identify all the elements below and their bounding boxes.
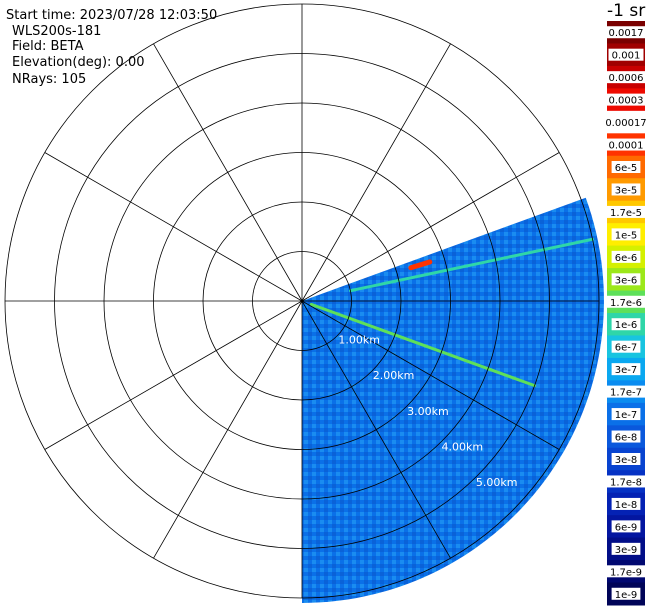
colorbar-label-bg-19 <box>611 453 641 465</box>
spoke-60deg <box>301 152 560 302</box>
colorbar-label-5: 0.0001 <box>609 141 644 152</box>
colorbar-label-13: 1e-6 <box>615 320 638 331</box>
spoke-120deg <box>301 300 560 450</box>
spoke-30deg <box>301 43 451 302</box>
colorbar-label-15: 3e-7 <box>615 365 638 376</box>
colorbar-label-6: 6e-5 <box>615 163 638 174</box>
colorbar-label-bg-8 <box>605 205 647 218</box>
colorbar-label-bg-2 <box>605 71 647 84</box>
colorbar-label-0: 0.0017 <box>609 28 644 39</box>
colorbar-label-bg-18 <box>611 430 641 443</box>
scan-sector-fill <box>302 197 604 603</box>
colorbar-label-bg-0 <box>605 26 647 39</box>
range-label-4: 4.00km <box>442 440 484 453</box>
instrument-text: WLS200s-181 <box>12 24 101 39</box>
colorbar-label-bg-10 <box>611 250 641 263</box>
colorbar-label-11: 3e-6 <box>615 275 638 286</box>
colorbar-label-bg-16 <box>605 385 647 398</box>
colorbar-label-22: 6e-9 <box>615 522 638 533</box>
colorbar-label-1: 0.001 <box>612 51 641 62</box>
colorbar-label-bg-22 <box>611 520 641 533</box>
colorbar-label-bg-13 <box>611 318 641 331</box>
echo-feature-0 <box>348 237 595 293</box>
colorbar-label-18: 6e-8 <box>615 433 638 444</box>
colorbar-label-bg-12 <box>605 295 647 308</box>
colorbar-label-19: 3e-8 <box>615 455 638 466</box>
colorbar-label-12: 1.7e-6 <box>610 298 642 309</box>
azimuth-spokes <box>5 4 599 598</box>
colorbar-label-bg-20 <box>605 475 647 488</box>
colorbar-label-bg-24 <box>605 565 647 578</box>
nrays-text: NRays: 105 <box>12 72 86 87</box>
colorbar-label-bg-3 <box>605 93 647 106</box>
spoke-240deg <box>44 300 303 450</box>
colorbar-label-14: 6e-7 <box>615 343 638 354</box>
spoke-210deg <box>153 300 303 559</box>
colorbar-label-bg-23 <box>611 542 641 555</box>
colorbar-label-bg-17 <box>611 408 641 421</box>
colorbar-label-bg-14 <box>611 340 641 353</box>
range-labels: 1.00km 2.00km 3.00km 4.00km 5.00km <box>338 334 517 489</box>
field-text: Field: BETA <box>12 39 84 54</box>
range-label-1: 1.00km <box>338 334 380 347</box>
colorbar-unit-label: -1 sr <box>607 1 645 21</box>
colorbar-label-bg-21 <box>611 497 641 510</box>
colorbar-label-8: 1.7e-5 <box>610 208 642 219</box>
spoke-150deg <box>301 300 451 559</box>
colorbar-label-bg-1 <box>608 48 644 61</box>
colorbar-label-20: 1.7e-8 <box>610 477 642 488</box>
range-label-5: 5.00km <box>476 476 518 489</box>
colorbar-label-4: 0.00017 <box>605 118 646 129</box>
spoke-330deg <box>153 43 303 302</box>
colorbar-label-16: 1.7e-7 <box>610 388 642 399</box>
colorbar-label-bg-25 <box>611 587 641 600</box>
info-block: Start time: 2023/07/28 12:03:50 WLS200s-… <box>6 8 217 87</box>
range-label-3: 3.00km <box>407 405 449 418</box>
colorbar-label-bg-9 <box>611 228 641 241</box>
range-label-2: 2.00km <box>373 369 415 382</box>
colorbar-label-bg-5 <box>605 138 647 151</box>
scan-sector <box>302 197 604 603</box>
colorbar-label-bg-6 <box>611 161 641 173</box>
colorbar-label-bg-11 <box>611 273 641 286</box>
colorbar-label-23: 3e-9 <box>615 545 638 556</box>
colorbar-label-21: 1e-8 <box>615 500 638 511</box>
colorbar: 0.0017 0.001 0.0006 0.0003 0.00017 0.0001 6e-5… <box>602 21 647 606</box>
echo-feature-2 <box>408 259 433 271</box>
colorbar-label-17: 1e-7 <box>615 410 638 421</box>
spoke-300deg <box>44 152 303 302</box>
colorbar-label-3: 0.0003 <box>609 96 644 107</box>
colorbar-label-bg-7 <box>611 183 641 196</box>
colorbar-label-24: 1.7e-9 <box>610 567 642 578</box>
elevation-text: Elevation(deg): 0.00 <box>12 55 145 70</box>
colorbar-label-bg-15 <box>611 363 641 376</box>
colorbar-label-10: 6e-6 <box>615 253 638 264</box>
colorbar-label-7: 3e-5 <box>615 185 638 196</box>
colorbar-label-bg-4 <box>602 116 647 129</box>
colorbar-label-25: 1e-9 <box>615 590 638 601</box>
colorbar-label-2: 0.0006 <box>609 73 644 84</box>
colorbar-label-9: 1e-5 <box>615 230 638 241</box>
start-time-text: Start time: 2023/07/28 12:03:50 <box>6 8 217 23</box>
